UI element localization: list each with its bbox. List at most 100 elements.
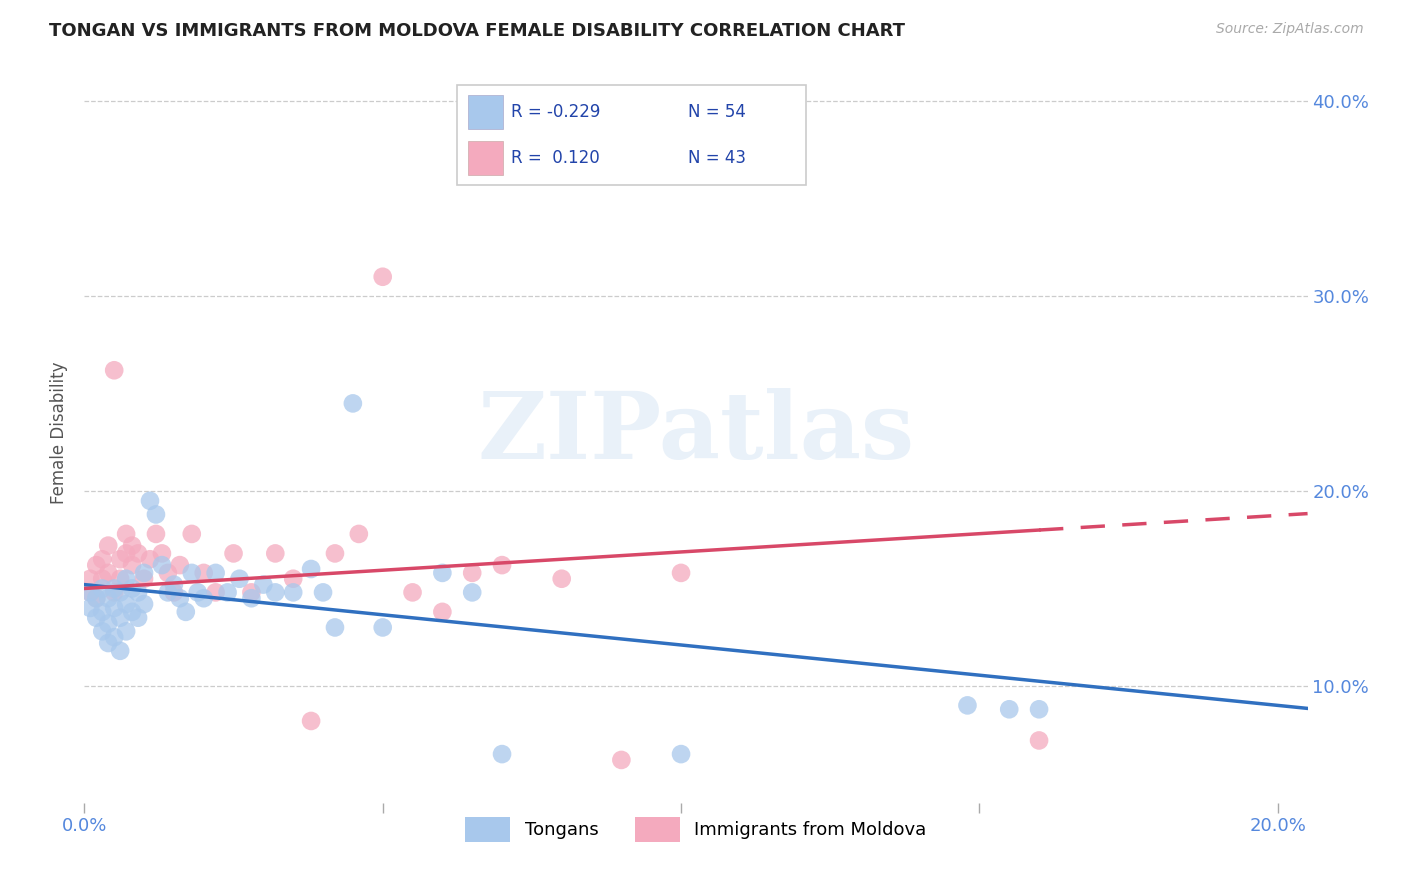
Point bbox=[240, 591, 263, 606]
Point bbox=[193, 566, 215, 580]
Point bbox=[401, 585, 423, 599]
Point bbox=[84, 591, 107, 606]
Point bbox=[79, 585, 101, 599]
Point bbox=[180, 566, 202, 580]
Point bbox=[103, 630, 125, 644]
Point bbox=[150, 546, 173, 560]
Point bbox=[121, 582, 143, 596]
Point bbox=[342, 396, 364, 410]
Point bbox=[108, 552, 131, 566]
Point bbox=[132, 572, 155, 586]
Point bbox=[283, 572, 305, 586]
Point bbox=[551, 572, 574, 586]
Point bbox=[323, 546, 346, 560]
Point bbox=[156, 585, 179, 599]
Point bbox=[139, 552, 162, 566]
Point bbox=[121, 605, 143, 619]
Point bbox=[432, 605, 454, 619]
Point bbox=[97, 636, 120, 650]
Point bbox=[222, 546, 245, 560]
Point bbox=[323, 620, 346, 634]
Point bbox=[998, 702, 1021, 716]
Point bbox=[108, 572, 131, 586]
Point bbox=[669, 747, 692, 761]
Point bbox=[145, 508, 167, 522]
Point bbox=[669, 566, 692, 580]
Point bbox=[108, 644, 131, 658]
Point bbox=[132, 597, 155, 611]
Point bbox=[127, 546, 149, 560]
Point bbox=[91, 582, 114, 596]
Point bbox=[84, 591, 107, 606]
Point bbox=[115, 572, 138, 586]
Point bbox=[91, 605, 114, 619]
Point bbox=[91, 572, 114, 586]
Point bbox=[139, 493, 162, 508]
Point bbox=[115, 624, 138, 639]
Point bbox=[204, 566, 226, 580]
Point bbox=[79, 585, 101, 599]
Point bbox=[169, 591, 191, 606]
Point bbox=[180, 527, 202, 541]
Point bbox=[240, 585, 263, 599]
Point bbox=[103, 582, 125, 596]
Point bbox=[103, 601, 125, 615]
Text: TONGAN VS IMMIGRANTS FROM MOLDOVA FEMALE DISABILITY CORRELATION CHART: TONGAN VS IMMIGRANTS FROM MOLDOVA FEMALE… bbox=[49, 22, 905, 40]
Point bbox=[491, 558, 513, 573]
Point bbox=[84, 610, 107, 624]
Point bbox=[163, 577, 186, 591]
Point bbox=[150, 558, 173, 573]
Point bbox=[299, 562, 322, 576]
Point bbox=[115, 597, 138, 611]
Point bbox=[115, 546, 138, 560]
Point bbox=[103, 585, 125, 599]
Point bbox=[156, 566, 179, 580]
Point bbox=[174, 605, 197, 619]
Text: ZIPatlas: ZIPatlas bbox=[478, 388, 914, 477]
Point bbox=[127, 610, 149, 624]
Point bbox=[97, 616, 120, 631]
Point bbox=[217, 585, 239, 599]
Point bbox=[461, 566, 484, 580]
Point bbox=[91, 552, 114, 566]
Point bbox=[145, 527, 167, 541]
Point bbox=[121, 558, 143, 573]
Point bbox=[610, 753, 633, 767]
Point bbox=[228, 572, 250, 586]
Point bbox=[461, 585, 484, 599]
Point bbox=[97, 566, 120, 580]
Point bbox=[299, 714, 322, 728]
Point bbox=[193, 591, 215, 606]
Point bbox=[79, 572, 101, 586]
Point bbox=[132, 566, 155, 580]
Point bbox=[127, 585, 149, 599]
Legend: Tongans, Immigrants from Moldova: Tongans, Immigrants from Moldova bbox=[458, 809, 934, 849]
Point bbox=[252, 577, 274, 591]
Point bbox=[371, 620, 394, 634]
Point bbox=[79, 601, 101, 615]
Point bbox=[347, 527, 370, 541]
Point bbox=[264, 546, 287, 560]
Y-axis label: Female Disability: Female Disability bbox=[51, 361, 69, 504]
Point bbox=[1028, 702, 1050, 716]
Point bbox=[115, 527, 138, 541]
Point bbox=[371, 269, 394, 284]
Point bbox=[108, 585, 131, 599]
Point bbox=[108, 610, 131, 624]
Point bbox=[97, 539, 120, 553]
Text: Source: ZipAtlas.com: Source: ZipAtlas.com bbox=[1216, 22, 1364, 37]
Point bbox=[491, 747, 513, 761]
Point bbox=[432, 566, 454, 580]
Point bbox=[204, 585, 226, 599]
Point bbox=[283, 585, 305, 599]
Point bbox=[103, 363, 125, 377]
Point bbox=[956, 698, 979, 713]
Point bbox=[1028, 733, 1050, 747]
Point bbox=[121, 539, 143, 553]
Point bbox=[91, 624, 114, 639]
Point bbox=[84, 558, 107, 573]
Point bbox=[312, 585, 335, 599]
Point bbox=[264, 585, 287, 599]
Point bbox=[187, 585, 209, 599]
Point bbox=[169, 558, 191, 573]
